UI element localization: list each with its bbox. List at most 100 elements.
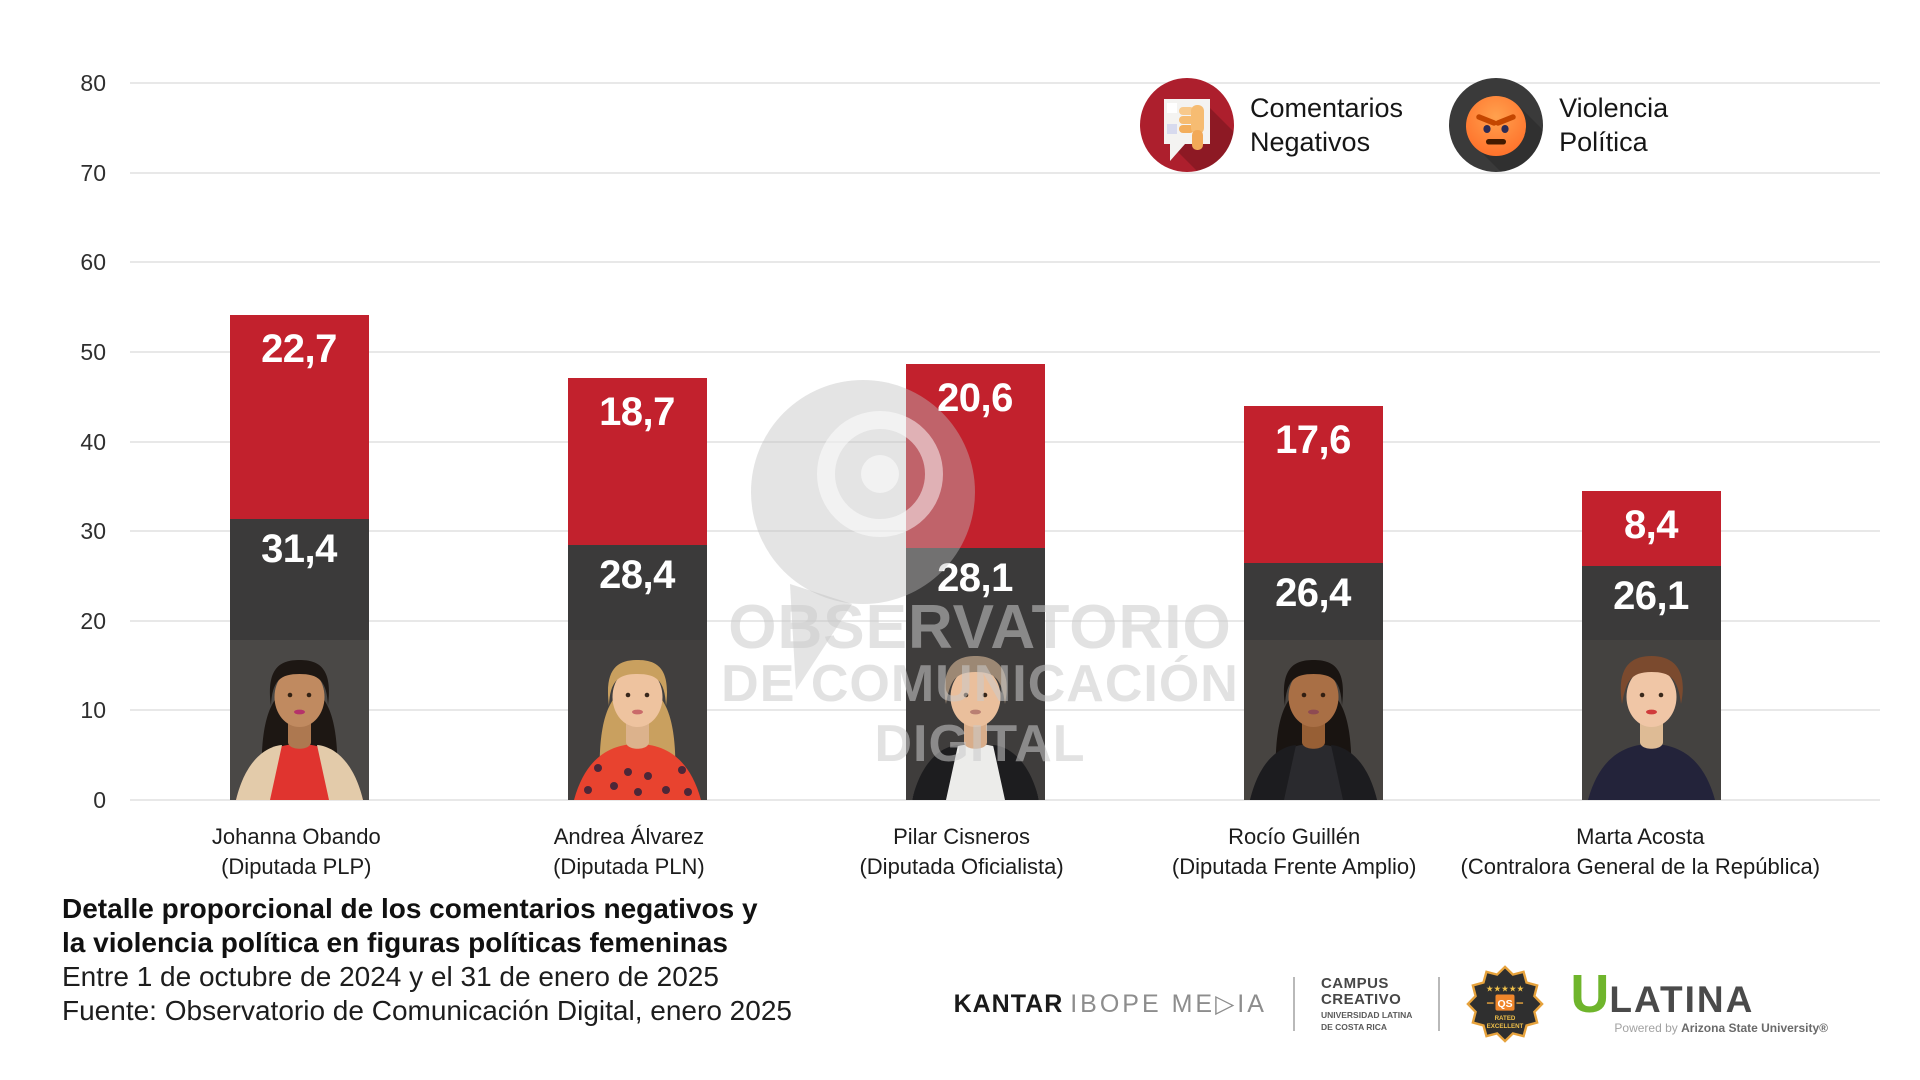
legend-item-violencia-politica: Violencia Política — [1449, 78, 1668, 172]
y-tick-label: 40 — [80, 428, 106, 455]
thumbs-down-speech-bubble-icon — [1140, 78, 1234, 172]
category-label-line: Johanna Obando — [211, 824, 381, 849]
bar-value-label: 20,6 — [937, 375, 1013, 420]
y-tick-label: 70 — [80, 159, 106, 186]
bar-slot: 8,4 26,1 — [1482, 83, 1820, 800]
gridline — [130, 799, 1880, 801]
bar-segment-comentarios-negativos: 20,6 — [905, 363, 1045, 549]
bar-value-label: 17,6 — [1275, 417, 1351, 462]
qs-rated-excellent-badge: ★★★★★ QS RATED EXCELLENT — [1466, 965, 1545, 1043]
legend-label-line: Política — [1559, 127, 1648, 157]
bar-group: 17,6 26,4 — [1243, 405, 1383, 800]
chart-legend: Comentarios Negativos — [1140, 78, 1668, 172]
x-axis-labels: Johanna Obando (Diputada PLP) Andrea Álvar… — [130, 822, 1820, 882]
de-costa-rica-text: DE COSTA RICA — [1320, 1022, 1388, 1032]
gridline — [130, 350, 1880, 353]
gridline — [130, 82, 1880, 84]
bar-value-label: 26,1 — [1613, 574, 1689, 619]
bar-segment-violencia-politica: 26,4 — [1243, 563, 1383, 800]
category-label-line: (Diputada Oficialista) — [859, 854, 1064, 879]
person-photo — [1581, 640, 1721, 800]
legend-label-line: Violencia — [1559, 93, 1669, 123]
bar-value-label: 28,1 — [937, 556, 1013, 601]
bar-segment-comentarios-negativos: 8,4 — [1581, 490, 1721, 567]
legend-label: Comentarios Negativos — [1250, 91, 1403, 159]
caption-title-line2: la violencia política en figuras polític… — [62, 927, 728, 958]
bar-slot: 20,6 28,1 — [806, 83, 1144, 800]
bar-slot: 22,7 31,4 — [130, 83, 468, 800]
category-label: Pilar Cisneros (Diputada Oficialista) — [795, 822, 1128, 882]
category-label-line: Rocío Guillén — [1228, 824, 1361, 849]
person-photo — [1243, 640, 1383, 800]
footer-logos: KANTAR IBOPE ME▷IA CAMPUS CREATIVO UNIVE… — [954, 962, 1828, 1046]
category-label: Marta Acosta (Contralora General de la Re… — [1461, 822, 1821, 882]
bar-value-label: 26,4 — [1275, 571, 1351, 616]
caption-block: Detalle proporcional de los comentarios … — [62, 892, 792, 1028]
campus-creativo-logo: CAMPUS CREATIVO UNIVERSIDAD LATINA DE CO… — [1321, 976, 1412, 1032]
category-label: Andrea Álvarez (Diputada PLN) — [463, 822, 796, 882]
badge-stars: ★★★★★ — [1486, 984, 1525, 994]
category-label-line: (Diputada Frente Amplio) — [1171, 854, 1417, 879]
category-label-line: Andrea Álvarez — [553, 824, 705, 849]
campus-text: CAMPUS — [1320, 975, 1389, 992]
y-tick-label: 20 — [80, 607, 106, 634]
ulatina-u-mark: U — [1570, 964, 1610, 1025]
bar-group: 22,7 31,4 — [229, 315, 369, 800]
category-label-line: (Contralora General de la República) — [1460, 854, 1821, 879]
person-photo — [229, 640, 369, 800]
bar-segment-comentarios-negativos: 17,6 — [1243, 405, 1383, 564]
category-label-line: Pilar Cisneros — [893, 824, 1031, 849]
category-label-line: Marta Acosta — [1576, 824, 1705, 849]
bar-group: 8,4 26,1 — [1581, 490, 1721, 800]
badge-qs-text: QS — [1498, 999, 1513, 1010]
person-photo — [567, 640, 707, 800]
category-label: Johanna Obando (Diputada PLP) — [130, 822, 463, 882]
bars-container: 22,7 31,4 18,7 28,4 20,6 28,1 17,6 26,4 8,4 26,1 — [130, 83, 1820, 800]
ulatina-name-text: LATINA — [1609, 979, 1755, 1021]
category-label: Rocío Guillén (Diputada Frente Amplio) — [1128, 822, 1461, 882]
bar-segment-comentarios-negativos: 22,7 — [229, 315, 369, 519]
bar-group: 20,6 28,1 — [905, 363, 1045, 800]
logo-divider — [1438, 977, 1441, 1031]
bar-group: 18,7 28,4 — [567, 377, 707, 800]
bar-value-label: 28,4 — [599, 553, 675, 598]
y-tick-label: 0 — [93, 787, 106, 813]
category-label-line: (Diputada PLN) — [553, 854, 705, 879]
ibope-media-text: IBOPE ME▷IA — [1070, 990, 1267, 1018]
gridline — [130, 171, 1880, 174]
bar-value-label: 8,4 — [1623, 502, 1679, 547]
arizona-state-university-text: Arizona State University® — [1681, 1020, 1828, 1035]
bar-segment-violencia-politica: 28,1 — [905, 548, 1045, 800]
bar-value-label: 22,7 — [261, 327, 337, 372]
bar-value-label: 31,4 — [261, 526, 337, 571]
y-tick-label: 50 — [80, 338, 106, 365]
angry-face-icon — [1449, 78, 1544, 172]
caption-period: Entre 1 de octubre de 2024 y el 31 de en… — [62, 961, 719, 992]
legend-label-line: Negativos — [1250, 127, 1371, 157]
y-tick-label: 30 — [80, 518, 106, 545]
powered-by-prefix: Powered by — [1614, 1020, 1682, 1035]
kantar-brand-text: KANTAR — [953, 990, 1064, 1018]
bar-slot: 17,6 26,4 — [1144, 83, 1482, 800]
bar-segment-violencia-politica: 31,4 — [229, 518, 369, 800]
bar-segment-violencia-politica: 26,1 — [1581, 566, 1721, 800]
bar-slot: 18,7 28,4 — [468, 83, 806, 800]
badge-excellent-text: EXCELLENT — [1487, 1023, 1524, 1030]
badge-rated-text: RATED — [1495, 1015, 1516, 1022]
bar-segment-comentarios-negativos: 18,7 — [567, 377, 707, 546]
y-tick-label: 60 — [80, 249, 106, 276]
category-label-line: (Diputada PLP) — [221, 854, 372, 879]
bar-segment-violencia-politica: 28,4 — [567, 545, 707, 800]
powered-by-text: Powered by Arizona State University® — [1614, 1021, 1828, 1035]
universidad-latina-text: UNIVERSIDAD LATINA — [1320, 1010, 1413, 1020]
kantar-ibope-media-logo: KANTAR IBOPE ME▷IA — [954, 989, 1267, 1019]
y-tick-label: 80 — [80, 70, 106, 96]
gridline — [130, 261, 1880, 264]
bar-value-label: 18,7 — [599, 389, 675, 434]
person-photo — [905, 640, 1045, 800]
legend-label: Violencia Política — [1559, 91, 1668, 159]
legend-label-line: Comentarios — [1250, 93, 1404, 123]
logo-divider — [1292, 977, 1295, 1031]
caption-title-line1: Detalle proporcional de los comentarios … — [62, 893, 758, 924]
creativo-text: CREATIVO — [1320, 991, 1402, 1008]
